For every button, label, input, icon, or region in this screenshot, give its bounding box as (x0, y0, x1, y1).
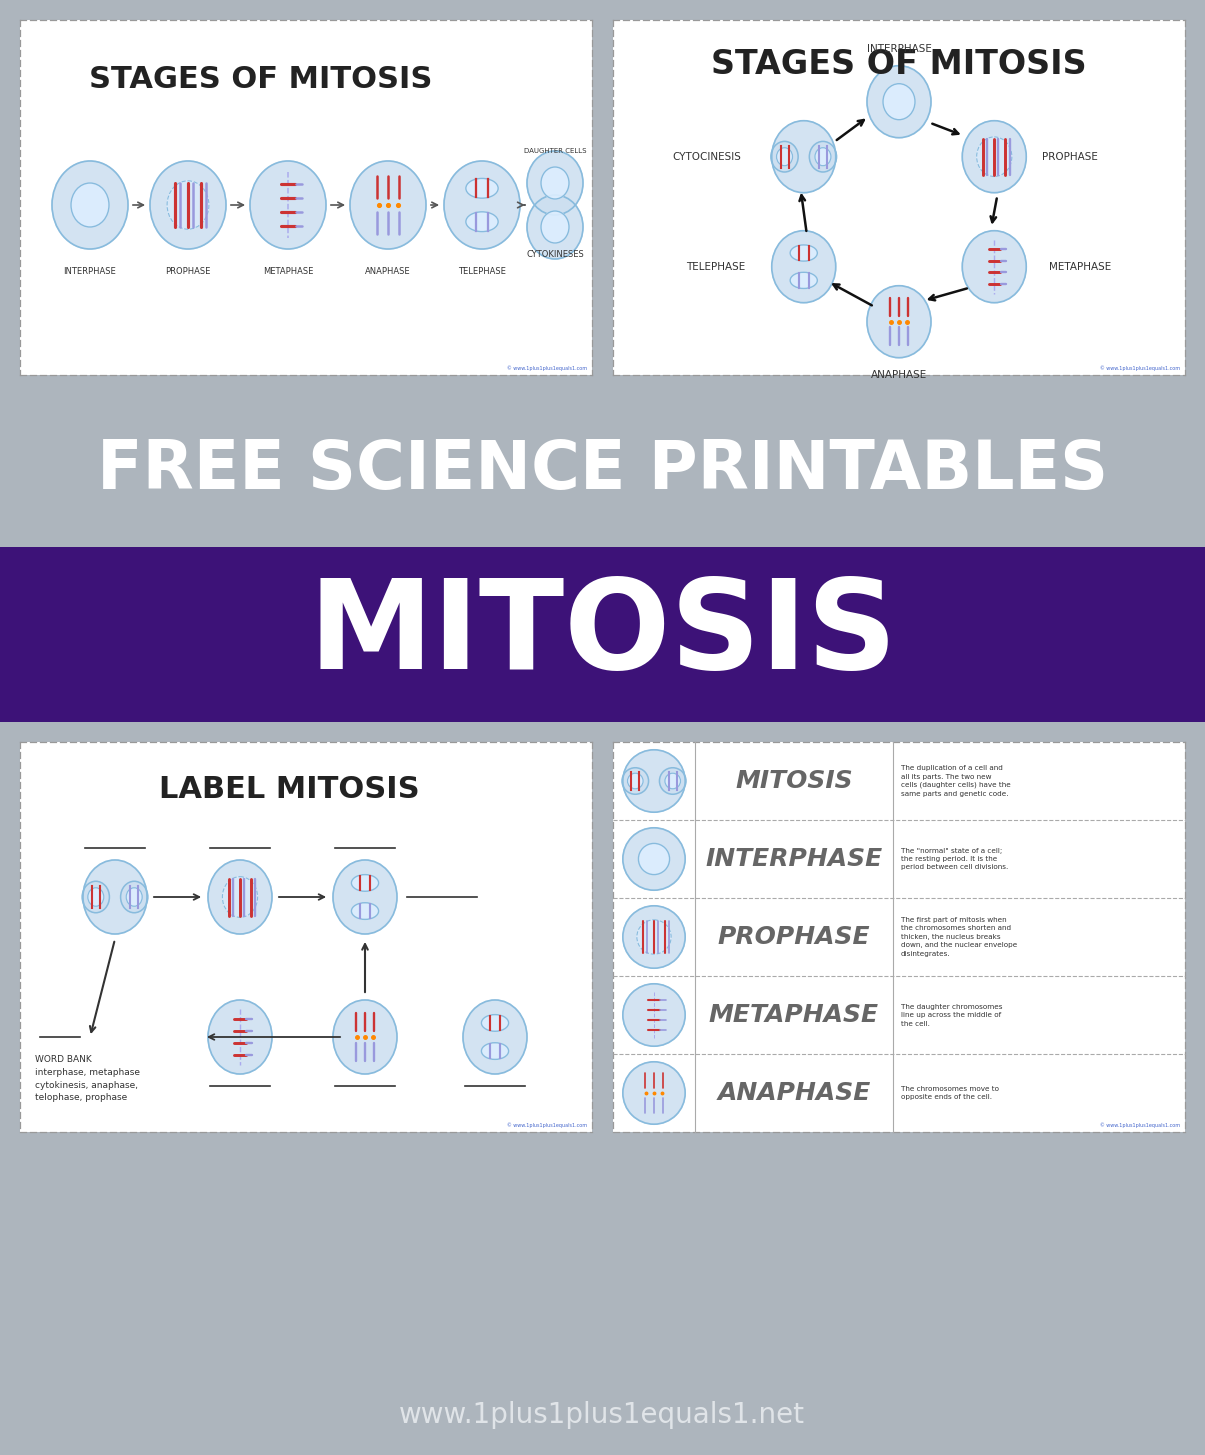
Ellipse shape (623, 984, 686, 1046)
Ellipse shape (628, 773, 643, 789)
Ellipse shape (541, 211, 569, 243)
Ellipse shape (623, 906, 686, 968)
Text: © www.1plus1plus1equals1.com: © www.1plus1plus1equals1.com (507, 365, 587, 371)
Ellipse shape (623, 828, 686, 890)
Ellipse shape (868, 65, 931, 138)
Text: METAPHASE: METAPHASE (709, 1002, 880, 1027)
Ellipse shape (541, 167, 569, 199)
Text: The chromosomes move to
opposite ends of the cell.: The chromosomes move to opposite ends of… (901, 1085, 999, 1100)
Text: WORD BANK
interphase, metaphase
cytokinesis, anaphase,
telophase, prophase: WORD BANK interphase, metaphase cytokine… (35, 1055, 140, 1101)
Ellipse shape (333, 860, 396, 934)
Text: ANAPHASE: ANAPHASE (871, 370, 927, 380)
Text: TELEPHASE: TELEPHASE (687, 262, 746, 272)
Ellipse shape (527, 195, 583, 259)
Text: PROPHASE: PROPHASE (1042, 151, 1098, 162)
Ellipse shape (977, 137, 1012, 176)
FancyBboxPatch shape (613, 742, 1185, 1132)
Ellipse shape (463, 1000, 527, 1074)
Ellipse shape (208, 1000, 272, 1074)
FancyBboxPatch shape (20, 20, 592, 375)
Text: © www.1plus1plus1equals1.com: © www.1plus1plus1equals1.com (1100, 1122, 1180, 1128)
Ellipse shape (482, 1043, 509, 1059)
Text: DAUGHTER CELLS: DAUGHTER CELLS (524, 148, 587, 154)
Text: STAGES OF MITOSIS: STAGES OF MITOSIS (711, 48, 1087, 81)
Ellipse shape (223, 877, 258, 917)
Ellipse shape (52, 162, 128, 249)
Ellipse shape (659, 768, 686, 794)
FancyBboxPatch shape (0, 391, 1205, 547)
Ellipse shape (637, 920, 671, 954)
Ellipse shape (120, 882, 148, 912)
Ellipse shape (622, 768, 648, 794)
Ellipse shape (333, 1000, 396, 1074)
Text: STAGES OF MITOSIS: STAGES OF MITOSIS (88, 65, 431, 95)
Ellipse shape (790, 244, 817, 260)
Ellipse shape (771, 141, 798, 172)
Text: INTERPHASE: INTERPHASE (705, 847, 882, 872)
Text: MITOSIS: MITOSIS (735, 770, 853, 793)
Text: MITOSIS: MITOSIS (308, 575, 897, 695)
Ellipse shape (623, 749, 686, 812)
Ellipse shape (665, 773, 681, 789)
Ellipse shape (527, 151, 583, 215)
FancyBboxPatch shape (613, 20, 1185, 375)
Text: © www.1plus1plus1equals1.com: © www.1plus1plus1equals1.com (507, 1122, 587, 1128)
Text: The "normal" state of a cell;
the resting period. It is the
period between cell : The "normal" state of a cell; the restin… (901, 847, 1009, 870)
Ellipse shape (208, 860, 272, 934)
Text: CYTOKINESES: CYTOKINESES (527, 250, 584, 259)
Ellipse shape (771, 121, 836, 192)
Ellipse shape (810, 141, 836, 172)
Ellipse shape (349, 162, 427, 249)
FancyBboxPatch shape (20, 742, 592, 1132)
Ellipse shape (482, 1014, 509, 1032)
Ellipse shape (963, 231, 1027, 303)
Ellipse shape (790, 272, 817, 288)
Ellipse shape (352, 874, 378, 892)
Ellipse shape (71, 183, 108, 227)
FancyBboxPatch shape (0, 547, 1205, 722)
Ellipse shape (963, 121, 1027, 192)
Text: FREE SCIENCE PRINTABLES: FREE SCIENCE PRINTABLES (96, 436, 1109, 502)
Text: METAPHASE: METAPHASE (1050, 262, 1111, 272)
Ellipse shape (249, 162, 327, 249)
Ellipse shape (623, 1062, 686, 1125)
Text: The first part of mitosis when
the chromosomes shorten and
thicken, the nucleus : The first part of mitosis when the chrom… (901, 917, 1017, 957)
Ellipse shape (149, 162, 227, 249)
Text: TELEPHASE: TELEPHASE (458, 268, 506, 276)
Text: The daughter chromosomes
line up across the middle of
the cell.: The daughter chromosomes line up across … (901, 1004, 1003, 1026)
Ellipse shape (776, 148, 793, 166)
Text: INTERPHASE: INTERPHASE (866, 44, 931, 54)
Ellipse shape (88, 888, 104, 906)
Text: www.1plus1plus1equals1.net: www.1plus1plus1equals1.net (399, 1401, 805, 1429)
Ellipse shape (352, 902, 378, 920)
Text: The duplication of a cell and
all its parts. The two new
cells (daughter cells) : The duplication of a cell and all its pa… (901, 765, 1011, 797)
Ellipse shape (771, 231, 836, 303)
Text: ANAPHASE: ANAPHASE (717, 1081, 871, 1104)
Text: LABEL MITOSIS: LABEL MITOSIS (159, 776, 419, 805)
Text: PROPHASE: PROPHASE (718, 925, 870, 949)
Ellipse shape (443, 162, 521, 249)
Ellipse shape (83, 860, 147, 934)
Ellipse shape (815, 148, 831, 166)
Ellipse shape (883, 84, 915, 119)
Ellipse shape (868, 285, 931, 358)
Ellipse shape (82, 882, 110, 912)
Text: CYTOCINESIS: CYTOCINESIS (672, 151, 742, 162)
Text: INTERPHASE: INTERPHASE (64, 268, 117, 276)
Text: METAPHASE: METAPHASE (263, 268, 313, 276)
Ellipse shape (639, 844, 670, 874)
Text: ANAPHASE: ANAPHASE (365, 268, 411, 276)
Text: © www.1plus1plus1equals1.com: © www.1plus1plus1equals1.com (1100, 365, 1180, 371)
Ellipse shape (127, 888, 142, 906)
Ellipse shape (466, 179, 498, 198)
Ellipse shape (466, 212, 498, 231)
Text: PROPHASE: PROPHASE (165, 268, 211, 276)
Ellipse shape (167, 180, 208, 230)
